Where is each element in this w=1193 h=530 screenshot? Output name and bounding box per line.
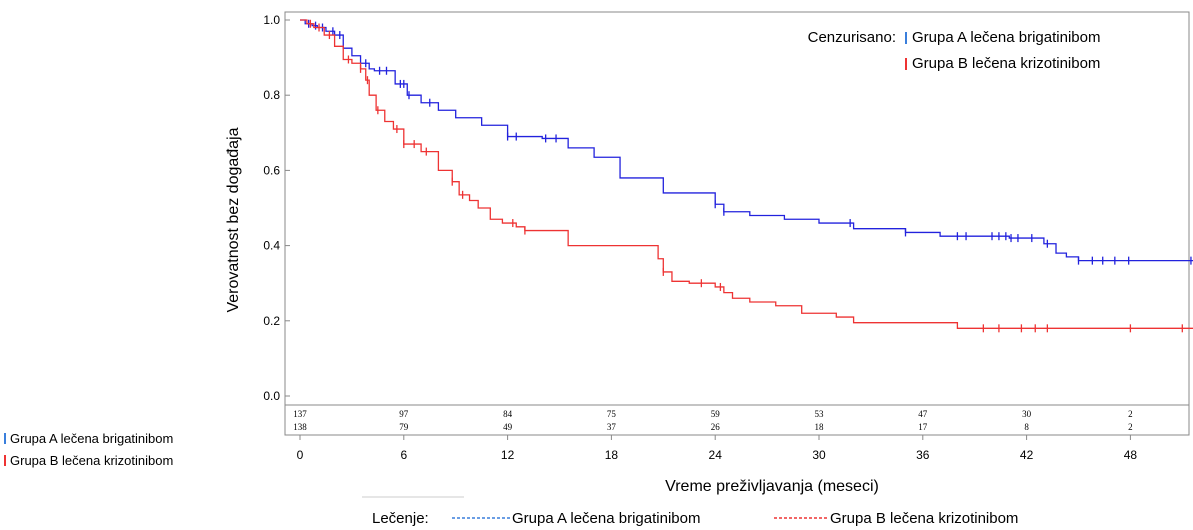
x-tick-label: 36 — [916, 448, 930, 462]
risk-count: 47 — [918, 409, 928, 419]
y-tick-label: 0.2 — [263, 314, 280, 328]
risk-legend-item-a: Grupa A lečena brigatinibom — [10, 431, 173, 446]
series-line — [300, 19, 1193, 262]
treatment-legend-title: Lečenje: — [372, 510, 429, 527]
censor-legend: Cenzurisano: Grupa A lečena brigatinibom… — [808, 29, 1101, 72]
series-line — [300, 19, 1193, 329]
x-tick-label: 6 — [400, 448, 407, 462]
y-tick-label: 1.0 — [263, 13, 280, 27]
risk-count: 84 — [503, 409, 513, 419]
risk-count: 26 — [711, 422, 721, 432]
risk-count: 138 — [293, 422, 307, 432]
risk-count: 30 — [1022, 409, 1032, 419]
x-tick-label: 0 — [297, 448, 304, 462]
x-axis-title: Vreme preživljavanja (meseci) — [665, 478, 879, 495]
y-axis: 0.0 0.2 0.4 0.6 0.8 1.0 — [263, 13, 290, 403]
plot-frame — [284, 11, 1190, 436]
risk-count: 2 — [1128, 409, 1133, 419]
risk-table-legend: Grupa A lečena brigatinibom Grupa B leče… — [4, 431, 173, 468]
y-tick-label: 0.4 — [263, 239, 280, 253]
censor-legend-item-a: Grupa A lečena brigatinibom — [912, 29, 1100, 46]
treatment-legend: Lečenje: Grupa A lečena brigatinibom Gru… — [372, 510, 1018, 527]
risk-legend-item-b: Grupa B lečena krizotinibom — [10, 453, 173, 468]
x-tick-label: 48 — [1124, 448, 1138, 462]
x-tick-label: 24 — [709, 448, 723, 462]
y-tick-label: 0.0 — [263, 389, 280, 403]
x-tick-label: 30 — [812, 448, 826, 462]
risk-count: 137 — [293, 409, 307, 419]
risk-count: 97 — [399, 409, 409, 419]
risk-count: 53 — [815, 409, 825, 419]
series-layer — [300, 19, 1193, 333]
treatment-legend-item-b: Grupa B lečena krizotinibom — [830, 510, 1018, 527]
y-tick-label: 0.6 — [263, 163, 280, 177]
risk-count: 59 — [711, 409, 721, 419]
y-tick-label: 0.8 — [263, 88, 280, 102]
x-tick-label: 12 — [501, 448, 515, 462]
y-axis-title: Verovatnost bez događaja — [225, 127, 242, 312]
treatment-legend-item-a: Grupa A lečena brigatinibom — [512, 510, 700, 527]
risk-count: 79 — [399, 422, 409, 432]
x-axis: 0 6 12 18 24 30 36 42 48 — [297, 435, 1138, 462]
risk-count: 8 — [1024, 422, 1029, 432]
censor-legend-title: Cenzurisano: — [808, 29, 896, 46]
at-risk-table: 137 97 84 75 59 53 47 30 2 138 79 49 37 26 18 17 8 2 — [293, 409, 1132, 432]
risk-count: 75 — [607, 409, 617, 419]
x-tick-label: 18 — [605, 448, 619, 462]
risk-count: 17 — [918, 422, 928, 432]
risk-count: 18 — [815, 422, 825, 432]
risk-count: 2 — [1128, 422, 1133, 432]
x-tick-label: 42 — [1020, 448, 1034, 462]
risk-count: 37 — [607, 422, 617, 432]
risk-count: 49 — [503, 422, 513, 432]
censor-legend-item-b: Grupa B lečena krizotinibom — [912, 55, 1100, 72]
